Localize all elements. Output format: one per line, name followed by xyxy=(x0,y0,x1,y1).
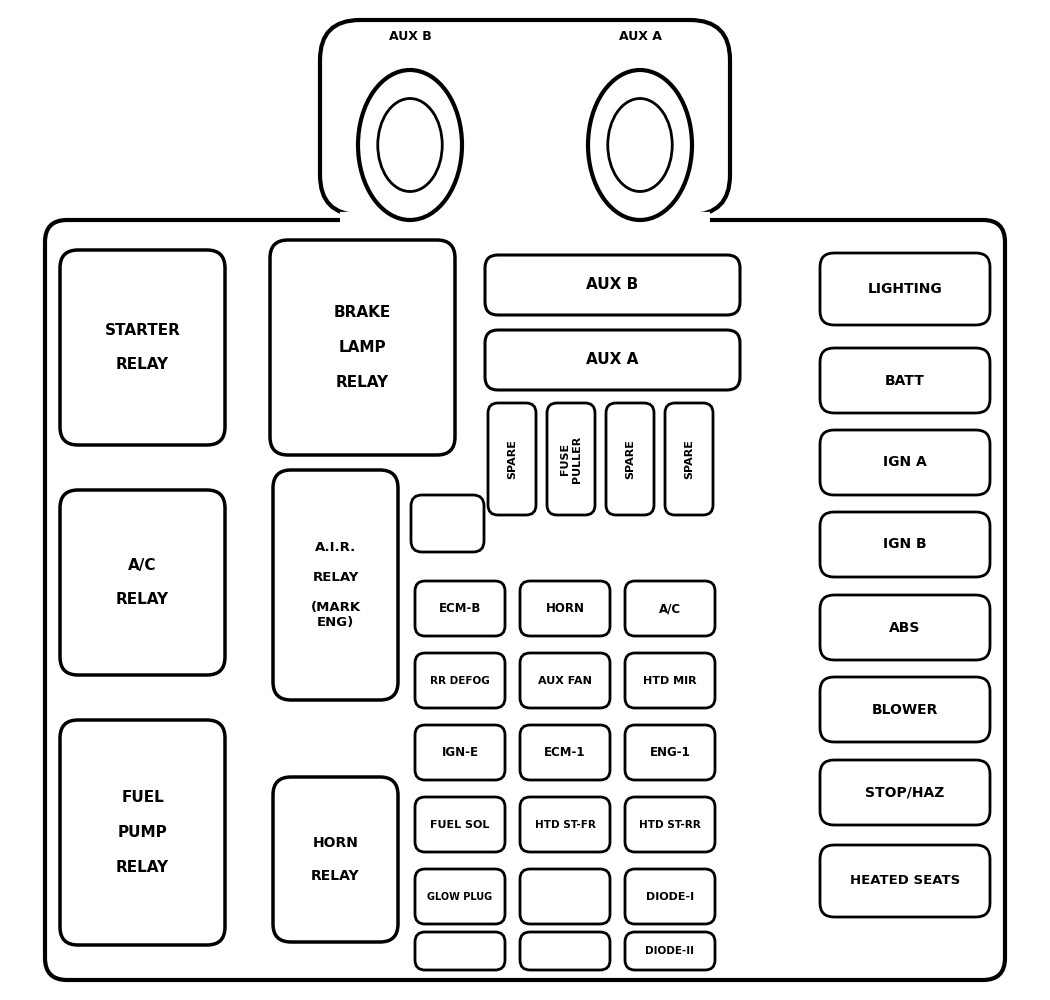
Text: ECM-B: ECM-B xyxy=(439,602,481,615)
Text: IGN B: IGN B xyxy=(883,538,927,552)
FancyBboxPatch shape xyxy=(820,845,990,917)
Text: A/C

RELAY: A/C RELAY xyxy=(116,558,169,607)
FancyBboxPatch shape xyxy=(415,581,505,636)
FancyBboxPatch shape xyxy=(270,240,455,455)
FancyBboxPatch shape xyxy=(625,581,715,636)
Text: IGN-E: IGN-E xyxy=(441,746,479,759)
Text: ENG-1: ENG-1 xyxy=(650,746,691,759)
Ellipse shape xyxy=(358,70,462,220)
FancyBboxPatch shape xyxy=(625,653,715,708)
Text: ABS: ABS xyxy=(889,620,921,634)
FancyBboxPatch shape xyxy=(665,403,713,515)
Text: HORN: HORN xyxy=(546,602,585,615)
FancyBboxPatch shape xyxy=(520,797,610,852)
FancyBboxPatch shape xyxy=(520,932,610,970)
Text: BATT: BATT xyxy=(885,374,925,388)
Text: SPARE: SPARE xyxy=(507,439,517,479)
FancyBboxPatch shape xyxy=(820,512,990,577)
Text: HTD ST-FR: HTD ST-FR xyxy=(534,820,595,830)
FancyBboxPatch shape xyxy=(45,220,1005,980)
FancyBboxPatch shape xyxy=(625,932,715,970)
Text: FUSE
PULLER: FUSE PULLER xyxy=(561,435,582,483)
Text: AUX B: AUX B xyxy=(586,277,638,292)
FancyBboxPatch shape xyxy=(820,348,990,413)
FancyBboxPatch shape xyxy=(415,725,505,780)
FancyBboxPatch shape xyxy=(273,470,398,700)
Text: DIODE-II: DIODE-II xyxy=(646,946,694,956)
FancyBboxPatch shape xyxy=(60,250,225,445)
FancyBboxPatch shape xyxy=(60,720,225,945)
FancyBboxPatch shape xyxy=(520,581,610,636)
Text: GLOW PLUG: GLOW PLUG xyxy=(427,892,492,902)
FancyBboxPatch shape xyxy=(60,490,225,675)
Text: HTD ST-RR: HTD ST-RR xyxy=(639,820,701,830)
FancyBboxPatch shape xyxy=(520,725,610,780)
Text: BLOWER: BLOWER xyxy=(872,702,939,716)
Text: AUX B: AUX B xyxy=(388,30,432,43)
FancyBboxPatch shape xyxy=(820,253,990,325)
FancyBboxPatch shape xyxy=(820,760,990,825)
FancyBboxPatch shape xyxy=(488,403,536,515)
Text: FUEL

PUMP

RELAY: FUEL PUMP RELAY xyxy=(116,790,169,875)
FancyBboxPatch shape xyxy=(415,869,505,924)
Ellipse shape xyxy=(588,70,692,220)
FancyBboxPatch shape xyxy=(415,653,505,708)
Text: STOP/HAZ: STOP/HAZ xyxy=(865,786,945,800)
FancyBboxPatch shape xyxy=(320,20,730,215)
Text: FUEL SOL: FUEL SOL xyxy=(430,820,489,830)
Bar xyxy=(360,213,690,222)
Text: AUX A: AUX A xyxy=(586,353,638,367)
FancyBboxPatch shape xyxy=(485,255,740,315)
FancyBboxPatch shape xyxy=(520,869,610,924)
Text: IGN A: IGN A xyxy=(883,456,927,470)
Text: AUX A: AUX A xyxy=(618,30,662,43)
FancyBboxPatch shape xyxy=(820,430,990,495)
FancyBboxPatch shape xyxy=(273,777,398,942)
Text: RR DEFOG: RR DEFOG xyxy=(430,676,490,686)
FancyBboxPatch shape xyxy=(625,725,715,780)
Text: SPARE: SPARE xyxy=(625,439,635,479)
FancyBboxPatch shape xyxy=(415,932,505,970)
FancyBboxPatch shape xyxy=(547,403,595,515)
FancyBboxPatch shape xyxy=(606,403,654,515)
FancyBboxPatch shape xyxy=(520,653,610,708)
Text: LIGHTING: LIGHTING xyxy=(867,282,943,296)
FancyBboxPatch shape xyxy=(820,595,990,660)
FancyBboxPatch shape xyxy=(485,330,740,390)
Text: HTD MIR: HTD MIR xyxy=(644,676,697,686)
Text: HORN

RELAY: HORN RELAY xyxy=(311,836,360,883)
Text: STARTER

RELAY: STARTER RELAY xyxy=(105,323,181,372)
Text: SPARE: SPARE xyxy=(684,439,694,479)
Text: HEATED SEATS: HEATED SEATS xyxy=(849,874,960,888)
Text: DIODE-I: DIODE-I xyxy=(646,892,694,902)
Text: ECM-1: ECM-1 xyxy=(544,746,586,759)
FancyBboxPatch shape xyxy=(415,797,505,852)
FancyBboxPatch shape xyxy=(625,797,715,852)
Text: BRAKE

LAMP

RELAY: BRAKE LAMP RELAY xyxy=(334,305,391,390)
Text: A/C: A/C xyxy=(659,602,681,615)
FancyBboxPatch shape xyxy=(625,869,715,924)
FancyBboxPatch shape xyxy=(820,677,990,742)
Text: A.I.R.

RELAY

(MARK
ENG): A.I.R. RELAY (MARK ENG) xyxy=(311,541,360,629)
Text: AUX FAN: AUX FAN xyxy=(538,676,592,686)
FancyBboxPatch shape xyxy=(411,495,484,552)
